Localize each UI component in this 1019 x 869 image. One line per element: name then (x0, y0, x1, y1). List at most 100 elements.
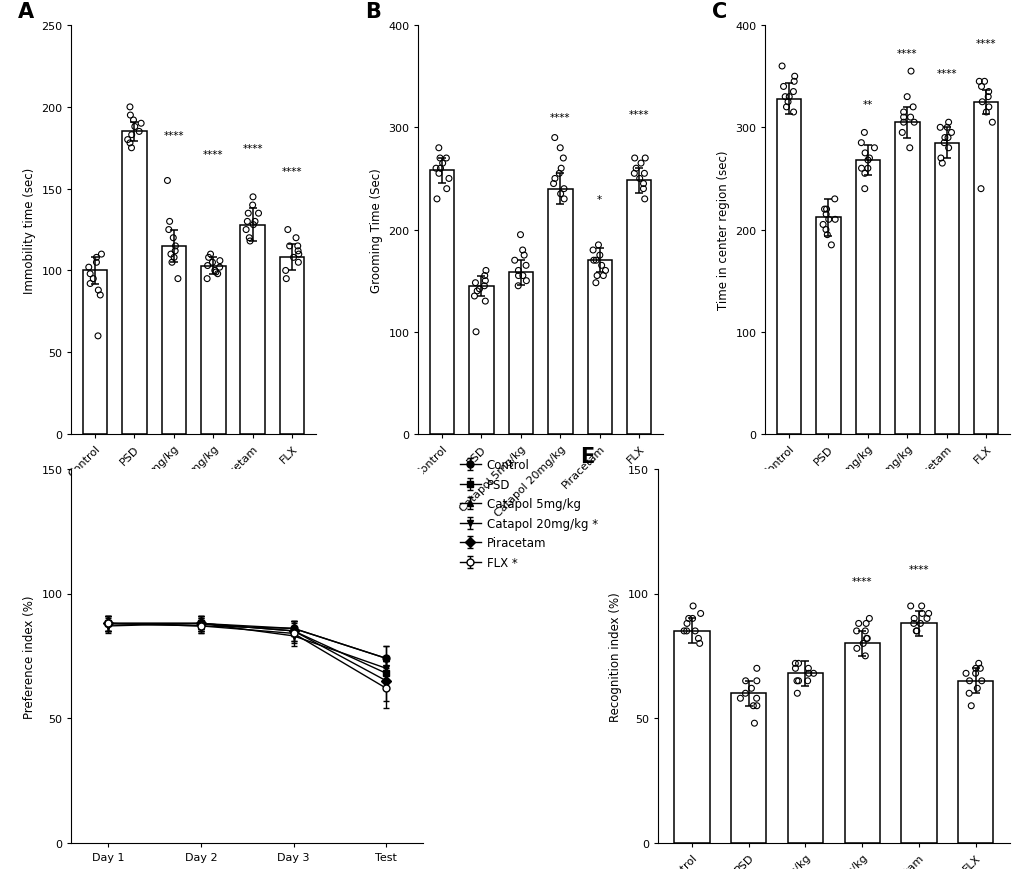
Point (279, 223, 296, 237)
Bar (933, 143, 958, 434)
Point (826, 213, 843, 227)
Bar (901, 624, 935, 843)
Point (164, 256, 180, 270)
Point (905, 612, 921, 626)
Point (737, 674, 753, 688)
Bar (627, 182, 651, 434)
Point (512, 229, 528, 242)
Point (510, 269, 526, 283)
Point (971, 661, 987, 675)
Point (81, 261, 97, 275)
Point (799, 674, 815, 688)
Text: ****: **** (243, 143, 263, 154)
Point (552, 188, 569, 202)
Point (121, 101, 138, 115)
Point (967, 661, 983, 675)
Point (855, 126, 871, 140)
Y-axis label: Time in center region (sec): Time in center region (sec) (716, 150, 729, 310)
Point (977, 106, 994, 120)
Point (820, 213, 837, 227)
Point (774, 81, 791, 95)
Point (89, 256, 105, 270)
Point (973, 674, 989, 688)
Point (962, 699, 978, 713)
Point (788, 674, 804, 688)
Point (516, 249, 532, 262)
Point (432, 162, 448, 176)
Point (289, 244, 306, 258)
Point (89, 251, 105, 265)
Point (159, 175, 175, 189)
Bar (776, 100, 801, 434)
Point (597, 264, 613, 278)
Point (957, 667, 973, 680)
Point (972, 81, 988, 95)
Bar (279, 258, 304, 434)
Point (905, 617, 921, 631)
Point (587, 254, 603, 268)
Point (856, 649, 872, 663)
Point (468, 325, 484, 339)
Bar (240, 225, 265, 434)
Point (637, 152, 653, 166)
Point (201, 251, 217, 265)
Y-axis label: Immobility time (sec): Immobility time (sec) (22, 167, 36, 294)
Point (895, 106, 911, 120)
Point (972, 182, 988, 196)
Point (427, 162, 443, 176)
Point (123, 142, 140, 156)
Point (167, 244, 183, 258)
Point (856, 167, 872, 181)
Point (737, 687, 753, 700)
Point (518, 259, 534, 273)
Point (130, 125, 147, 139)
Point (431, 152, 447, 166)
Point (477, 264, 493, 278)
Bar (674, 631, 709, 843)
Bar (201, 266, 225, 434)
Point (467, 276, 483, 290)
Point (161, 216, 177, 229)
Point (748, 699, 764, 713)
Point (635, 182, 651, 196)
Point (92, 289, 108, 302)
Point (853, 162, 869, 176)
Point (595, 269, 611, 283)
Point (250, 207, 266, 221)
Bar (731, 693, 765, 843)
Point (477, 275, 493, 289)
Point (245, 218, 261, 232)
Point (237, 223, 254, 237)
Bar (122, 132, 147, 434)
Point (970, 657, 986, 671)
Bar (547, 189, 572, 434)
Point (82, 268, 98, 282)
Point (850, 617, 866, 631)
Point (290, 256, 307, 270)
Point (979, 101, 996, 115)
Point (865, 142, 881, 156)
Point (852, 136, 868, 150)
Point (902, 65, 918, 79)
Point (859, 154, 875, 168)
Bar (469, 287, 493, 434)
Point (919, 607, 935, 620)
Point (732, 692, 748, 706)
Point (238, 216, 255, 229)
Point (691, 637, 707, 651)
Point (961, 674, 977, 688)
Point (476, 280, 492, 294)
Point (281, 240, 298, 254)
Point (245, 190, 261, 204)
Text: ****: **** (908, 564, 928, 574)
Text: ****: **** (935, 70, 956, 79)
Point (904, 101, 920, 115)
Point (438, 152, 454, 166)
Point (815, 202, 832, 216)
Text: ****: **** (281, 166, 302, 176)
Point (911, 617, 927, 631)
Point (514, 243, 530, 257)
Point (966, 667, 982, 680)
Point (790, 657, 806, 671)
Point (636, 193, 652, 207)
